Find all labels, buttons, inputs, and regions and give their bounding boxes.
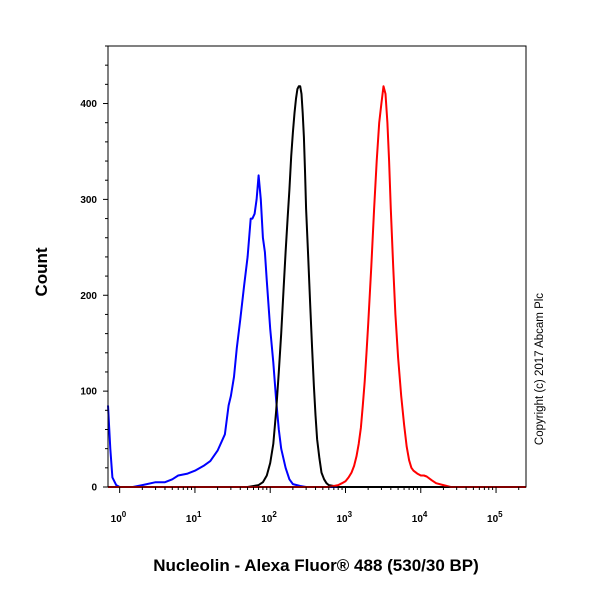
y-tick-label: 100 (80, 387, 97, 398)
y-axis-ticks: 0 100 200 300 400 (80, 45, 108, 494)
y-axis-title: Count (32, 247, 51, 296)
x-tick-label: 100 (111, 510, 127, 525)
y-tick-label: 200 (80, 291, 97, 302)
series-line-2 (108, 85, 526, 488)
series-line-1 (107, 174, 526, 488)
y-tick-label: 0 (91, 483, 97, 494)
x-tick-label: 105 (487, 510, 503, 525)
x-tick-label: 103 (336, 510, 352, 525)
plot-frame (107, 45, 527, 488)
x-axis-ticks: 100 101 102 103 104 105 (111, 487, 520, 525)
y-tick-label: 400 (80, 99, 97, 110)
series-layer (107, 85, 526, 488)
x-tick-label: 102 (261, 510, 277, 525)
copyright-annotation: Copyright (c) 2017 Abcam Plc (534, 293, 546, 445)
x-axis-title: Nucleolin - Alexa Fluor® 488 (530/30 BP) (153, 556, 479, 575)
x-tick-label: 104 (412, 510, 428, 525)
series-line-3 (108, 85, 526, 488)
y-tick-label: 300 (80, 195, 97, 206)
x-tick-label: 101 (186, 510, 202, 525)
